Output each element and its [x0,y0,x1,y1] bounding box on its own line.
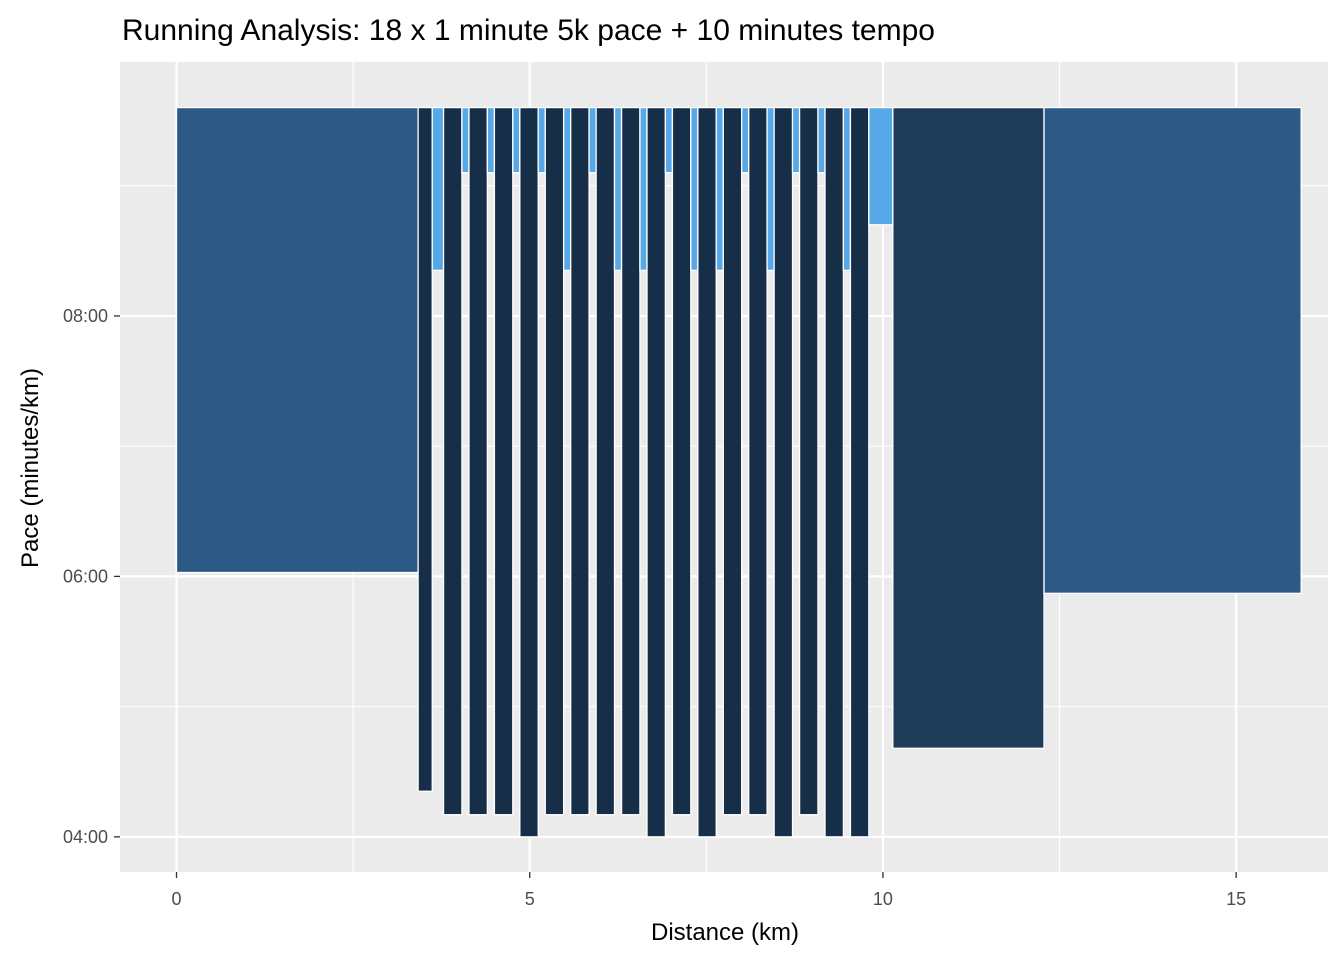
bar-recovery [664,106,674,174]
bar-recovery [868,106,894,226]
bar-interval [544,106,565,816]
x-tick-label: 5 [525,889,535,909]
bar-recovery [741,106,750,174]
y-tick-label: 08:00 [63,306,108,326]
bar-warmup [1043,106,1302,594]
x-tick-label: 10 [873,889,893,909]
bar-tempo [892,106,1045,749]
bar-interval [748,106,768,816]
bar-warmup [175,106,419,574]
bar-interval [468,106,488,816]
bar-interval [417,106,433,792]
bar-interval [773,106,794,838]
bar-recovery [842,106,852,272]
bar-recovery [791,106,801,174]
bar-recovery [562,106,572,272]
bar-interval [595,106,616,816]
bar-recovery [715,106,724,272]
bar-interval [442,106,463,816]
bar-interval [646,106,667,838]
x-axis-title: Distance (km) [651,919,799,946]
chart-title: Running Analysis: 18 x 1 minute 5k pace … [122,14,935,47]
bar-recovery [690,106,699,272]
bar-interval [798,106,819,816]
bar-recovery [588,106,597,174]
bar-interval [824,106,845,838]
y-tick-label: 06:00 [63,566,108,586]
bar-recovery [431,106,445,272]
bar-interval [493,106,514,816]
bar-interval [849,106,870,838]
y-axis: 04:00 06:00 08:00 [63,306,120,847]
bar-recovery [766,106,775,272]
bar-recovery [461,106,470,174]
bar-recovery [512,106,521,174]
bar-interval [671,106,692,816]
bar-interval [570,106,590,816]
y-axis-title: Pace (minutes/km) [17,368,44,568]
x-axis: 0 5 10 15 [172,872,1246,909]
bar-recovery [486,106,496,174]
bar-recovery [613,106,623,272]
bar-interval [697,106,717,838]
x-tick-label: 0 [172,889,182,909]
bar-interval [620,106,641,816]
bar-recovery [817,106,826,174]
bar-interval [722,106,743,816]
bar-interval [519,106,539,838]
x-tick-label: 15 [1226,889,1246,909]
y-tick-label: 04:00 [63,827,108,847]
bar-recovery [639,106,648,272]
pace-bars [175,106,1302,838]
bar-recovery [537,106,546,174]
